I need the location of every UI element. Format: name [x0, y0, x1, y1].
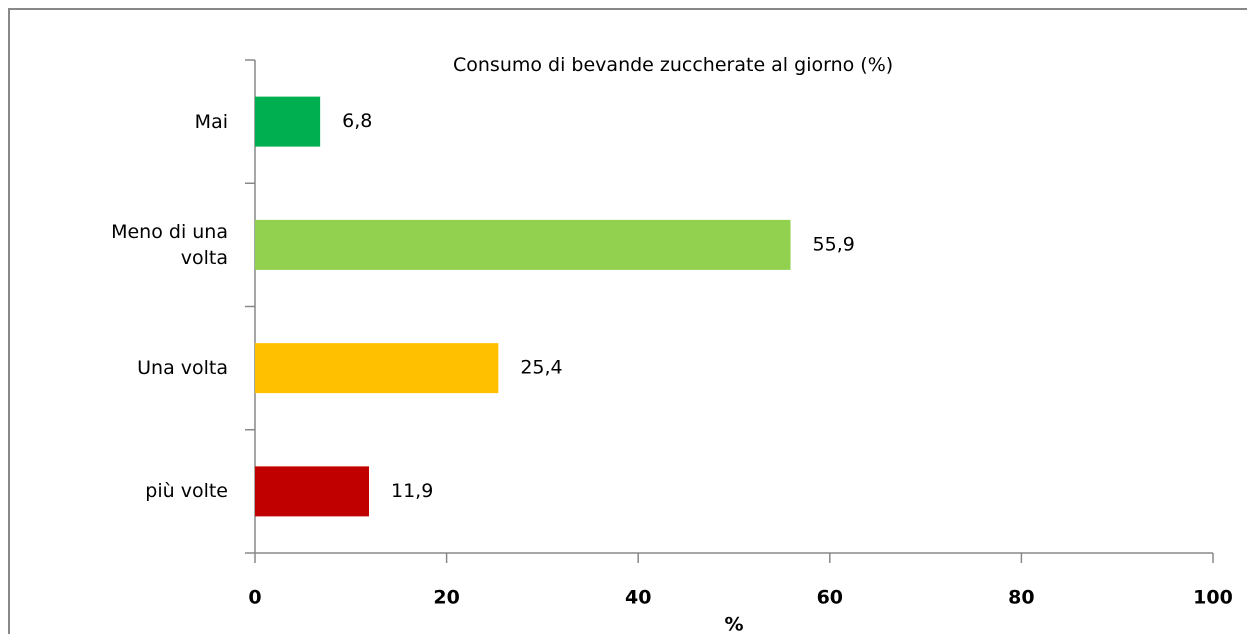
x-tick-label: 100 — [1193, 587, 1233, 609]
x-tick-label: 0 — [248, 587, 261, 609]
y-tick-label: più volte — [145, 480, 228, 503]
bar — [255, 343, 499, 394]
chart-title: Consumo di bevande zuccherate al giorno … — [453, 54, 894, 76]
bar — [255, 219, 791, 270]
value-label: 6,8 — [342, 110, 372, 132]
bar — [255, 96, 321, 147]
y-tick-label: Meno di una volta — [111, 220, 228, 269]
chart-frame — [8, 8, 1247, 634]
value-label: 55,9 — [813, 233, 855, 255]
bar — [255, 466, 370, 517]
y-tick-label: Mai — [194, 110, 228, 133]
value-label: 25,4 — [520, 357, 562, 379]
x-tick-label: 60 — [817, 587, 843, 609]
x-tick-label: 20 — [433, 587, 459, 609]
x-tick-label: 40 — [625, 587, 651, 609]
x-tick-label: 80 — [1008, 587, 1034, 609]
value-label: 11,9 — [391, 480, 433, 502]
y-tick-label: Una volta — [137, 357, 228, 380]
x-axis-label: % — [724, 614, 743, 634]
